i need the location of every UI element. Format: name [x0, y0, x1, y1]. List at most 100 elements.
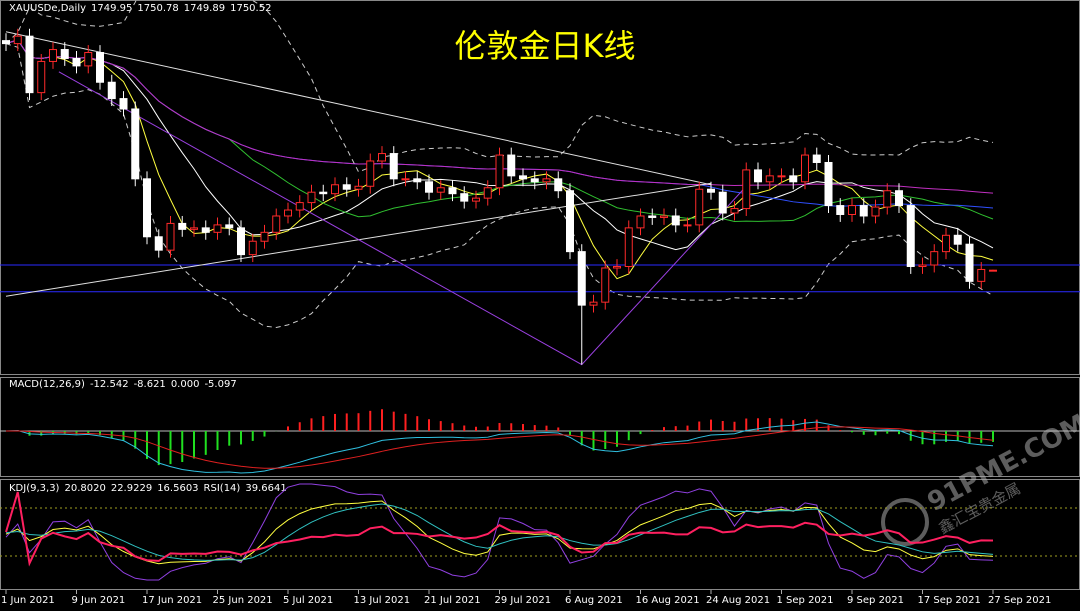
candle-body — [495, 154, 504, 189]
d-line — [5, 503, 994, 561]
candle-body — [789, 175, 798, 183]
candle-body — [566, 190, 574, 253]
kdj-value: 22.9229 — [111, 483, 152, 494]
candle-body — [72, 57, 81, 67]
candle-body — [953, 234, 962, 245]
candle-body — [178, 222, 187, 230]
panel-header: MACD(12,26,9) -12.542 -8.621 0.000 -5.097 — [9, 379, 237, 390]
candle-body — [930, 251, 939, 266]
macd-value: -5.097 — [204, 379, 236, 390]
candle-body — [319, 191, 328, 195]
j-line — [5, 483, 994, 581]
candle-body — [730, 208, 739, 214]
candle-body — [295, 202, 304, 211]
candle-body — [754, 169, 762, 183]
x-tick-label: 27 Sep 2021 — [988, 595, 1051, 606]
candle-body — [989, 269, 997, 272]
candle-body — [718, 191, 727, 214]
candle-body — [906, 205, 915, 267]
candle-body — [225, 224, 234, 229]
candle-body — [965, 243, 974, 282]
candle-body — [801, 154, 809, 183]
candle-body — [613, 265, 621, 269]
candle-body — [366, 160, 375, 187]
candle-body — [942, 234, 950, 253]
candle-body — [190, 227, 198, 230]
x-tick-label: 21 Jul 2021 — [424, 595, 481, 606]
candle-body — [342, 184, 351, 190]
rsi-line — [5, 491, 994, 567]
x-tick-label: 9 Sep 2021 — [847, 595, 904, 606]
candle-body — [848, 205, 856, 215]
signal-line — [5, 426, 994, 469]
candle-body — [636, 215, 645, 229]
candle-body — [601, 267, 610, 303]
candle-body — [448, 187, 457, 195]
x-tick-label: 25 Jun 2021 — [213, 595, 273, 606]
x-tick-label: 5 Jul 2021 — [283, 595, 333, 606]
candle-body — [660, 215, 668, 218]
candle-body — [84, 52, 93, 67]
chart-title: 伦敦金日K线 — [455, 27, 636, 65]
candle-body — [13, 35, 22, 45]
x-tick-label: 17 Sep 2021 — [918, 595, 981, 606]
rsi-value: 39.6641 — [245, 483, 286, 494]
candle-body — [671, 215, 680, 226]
candle-body — [37, 60, 46, 94]
macd-value: -12.542 — [90, 379, 129, 390]
candle-body — [425, 181, 433, 193]
kdj-label: KDJ(9,3,3) — [9, 483, 60, 494]
candle-body — [354, 185, 363, 190]
candle-body — [213, 224, 222, 233]
ohlc-value: 1749.89 — [184, 3, 225, 14]
candle-body — [2, 40, 10, 45]
watermark-logo — [881, 498, 929, 546]
x-tick-label: 1 Sep 2021 — [777, 595, 834, 606]
x-tick-label: 24 Aug 2021 — [706, 595, 770, 606]
candle-body — [577, 251, 586, 306]
candle-body — [742, 169, 751, 210]
trend-line — [5, 31, 712, 186]
candle-body — [436, 187, 445, 193]
candle-body — [307, 191, 316, 204]
x-tick-label: 6 Aug 2021 — [565, 595, 623, 606]
candle-body — [284, 209, 292, 217]
candle-body — [707, 188, 715, 193]
macd-value: 0.000 — [171, 379, 200, 390]
candle-body — [695, 188, 704, 226]
macd-label: MACD(12,26,9) — [9, 379, 85, 390]
kdj-value: 20.8020 — [64, 483, 105, 494]
candle-body — [154, 236, 163, 251]
candle-body — [107, 81, 116, 100]
rsi-label: RSI(14) — [204, 483, 241, 494]
kdj-value: 16.5603 — [157, 483, 198, 494]
x-tick-label: 13 Jul 2021 — [354, 595, 411, 606]
candle-body — [648, 215, 657, 218]
candle-body — [49, 49, 57, 62]
macd-value: -8.621 — [134, 379, 166, 390]
symbol: XAUUSDe,Daily — [9, 3, 86, 14]
candle-body — [413, 178, 422, 183]
ohlc-value: 1749.95 — [91, 3, 132, 14]
panel-header: XAUUSDe,Daily 1749.95 1750.78 1749.89 1750.5… — [9, 3, 271, 14]
candle-body — [765, 175, 774, 183]
ohlc-value: 1750.52 — [230, 3, 271, 14]
candle-body — [60, 49, 69, 59]
candle-body — [554, 178, 563, 192]
candle-body — [378, 153, 386, 162]
candle-body — [260, 231, 269, 242]
x-tick-label: 29 Jul 2021 — [495, 595, 552, 606]
ohlc-value: 1750.78 — [137, 3, 178, 14]
candle-body — [472, 197, 480, 202]
x-tick-label: 17 Jun 2021 — [142, 595, 202, 606]
candle-body — [624, 227, 633, 267]
candle-body — [201, 227, 210, 233]
candle-body — [812, 154, 821, 163]
candle-body — [507, 154, 516, 177]
candle-body — [389, 153, 398, 180]
candle-body — [918, 264, 927, 267]
candle-body — [895, 190, 903, 207]
candle-body — [519, 175, 527, 180]
candle-body — [143, 178, 151, 238]
